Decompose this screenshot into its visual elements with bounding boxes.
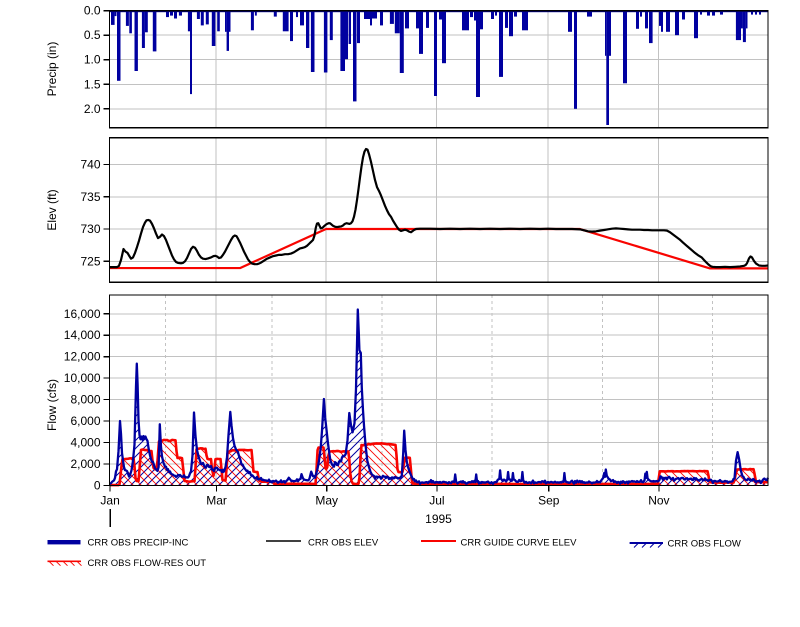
svg-text:May: May — [315, 494, 338, 508]
svg-text:Jan: Jan — [100, 494, 119, 508]
svg-text:0.5: 0.5 — [84, 28, 101, 42]
svg-text:Nov: Nov — [648, 494, 669, 508]
svg-text:CRR OBS ELEV: CRR OBS ELEV — [308, 538, 379, 549]
svg-text:Mar: Mar — [206, 494, 227, 508]
svg-text:Sep: Sep — [538, 494, 560, 508]
svg-text:1.0: 1.0 — [84, 53, 101, 67]
svg-text:2.0: 2.0 — [84, 102, 101, 116]
svg-text:735: 735 — [80, 190, 100, 204]
svg-text:1.5: 1.5 — [84, 77, 101, 91]
svg-text:Elev (ft): Elev (ft) — [45, 189, 59, 230]
svg-text:4,000: 4,000 — [70, 436, 100, 450]
svg-text:CRR OBS FLOW: CRR OBS FLOW — [668, 539, 741, 550]
svg-text:6,000: 6,000 — [70, 414, 100, 428]
svg-text:0: 0 — [94, 478, 101, 492]
svg-text:12,000: 12,000 — [64, 350, 101, 364]
svg-text:740: 740 — [80, 158, 100, 172]
svg-text:CRR GUIDE CURVE ELEV: CRR GUIDE CURVE ELEV — [461, 538, 578, 549]
svg-text:0.0: 0.0 — [84, 4, 101, 18]
svg-text:14,000: 14,000 — [64, 328, 101, 342]
svg-text:CRR OBS FLOW-RES OUT: CRR OBS FLOW-RES OUT — [88, 558, 207, 569]
svg-text:Precip (in): Precip (in) — [45, 42, 59, 97]
svg-text:2,000: 2,000 — [70, 457, 100, 471]
svg-text:CRR OBS PRECIP-INC: CRR OBS PRECIP-INC — [88, 538, 189, 549]
svg-text:16,000: 16,000 — [64, 307, 101, 321]
svg-text:725: 725 — [80, 254, 100, 268]
svg-text:8,000: 8,000 — [70, 393, 100, 407]
svg-text:730: 730 — [80, 222, 100, 236]
svg-text:Jul: Jul — [429, 494, 444, 508]
svg-text:1995: 1995 — [425, 512, 452, 526]
svg-text:Flow (cfs): Flow (cfs) — [45, 379, 59, 431]
svg-text:10,000: 10,000 — [64, 371, 101, 385]
